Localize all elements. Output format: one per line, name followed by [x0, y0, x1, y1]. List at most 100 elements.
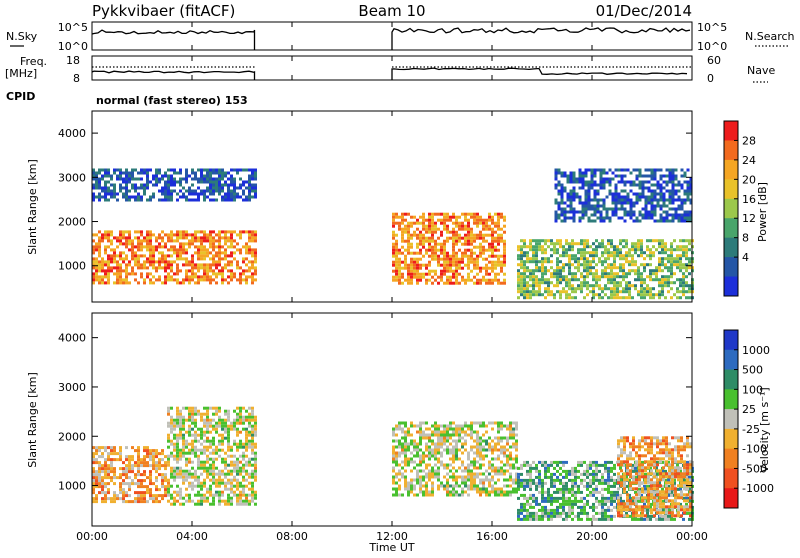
velocity-cell-2 [470, 434, 473, 437]
power-cell-4 [561, 220, 564, 223]
velocity-cell-2 [455, 446, 458, 449]
velocity-cell-1 [254, 461, 257, 464]
velocity-cell-0 [107, 455, 110, 458]
velocity-cell-2 [464, 425, 467, 428]
velocity-cell-2 [506, 425, 509, 428]
velocity-cell-2 [431, 476, 434, 479]
power-cell-1 [158, 190, 161, 193]
power-cell-3 [610, 242, 613, 245]
power-cell-0 [170, 230, 173, 233]
velocity-cell-3 [577, 491, 580, 494]
power-cell-0 [188, 233, 191, 236]
power-cell-4 [585, 193, 588, 196]
power-cell-2 [473, 261, 476, 264]
power-cell-0 [149, 242, 152, 245]
power-cell-3 [631, 257, 634, 260]
velocity-cell-3 [526, 518, 529, 521]
power-cell-3 [544, 239, 547, 242]
power-cell-3 [643, 263, 646, 266]
power-cell-2 [500, 216, 503, 219]
velocity-cell-2 [476, 467, 479, 470]
power-cell-0 [224, 263, 227, 266]
power-cell-2 [470, 255, 473, 258]
velocity-cell-3 [565, 488, 568, 491]
power-cell-0 [170, 266, 173, 269]
power-cell-0 [176, 269, 179, 272]
velocity-cell-0 [107, 473, 110, 476]
velocity-cell-1 [197, 428, 200, 431]
velocity-cell-3 [553, 497, 556, 500]
velocity-cell-1 [176, 443, 179, 446]
velocity-cell-3 [607, 476, 610, 479]
velocity-cell-0 [101, 488, 104, 491]
power-cell-3 [541, 272, 544, 275]
velocity-cell-2 [515, 449, 518, 452]
power-cell-0 [110, 257, 113, 260]
power-cell-1 [131, 184, 134, 187]
power-cell-3 [622, 287, 625, 290]
velocity-cell-0 [98, 455, 101, 458]
power-cell-1 [101, 169, 104, 172]
power-cell-0 [215, 245, 218, 248]
power-cell-2 [422, 222, 425, 225]
power-cell-1 [203, 169, 206, 172]
power-cell-3 [607, 251, 610, 254]
power-cell-3 [571, 254, 574, 257]
power-cell-0 [206, 272, 209, 275]
velocity-cell-2 [452, 449, 455, 452]
velocity-cell-3 [571, 506, 574, 509]
power-cell-0 [251, 251, 254, 254]
power-cell-2 [482, 252, 485, 255]
velocity-cell-3 [550, 515, 553, 518]
velocity-cell-2 [413, 425, 416, 428]
power-cell-2 [425, 240, 428, 243]
power-cell-4 [573, 208, 576, 211]
velocity-cell-1 [203, 407, 206, 410]
velocity-cell-1 [251, 473, 254, 476]
velocity-cell-0 [137, 470, 140, 473]
power-cell-2 [497, 243, 500, 246]
power-cell-4 [600, 211, 603, 214]
velocity-cell-2 [464, 422, 467, 425]
velocity-cell-2 [428, 458, 431, 461]
power-cell-3 [622, 296, 625, 299]
velocity-cell-0 [98, 491, 101, 494]
power-cell-3 [682, 239, 685, 242]
power-cell-2 [476, 261, 479, 264]
velocity-cell-0 [113, 473, 116, 476]
power-cell-2 [461, 243, 464, 246]
power-cell-0 [98, 275, 101, 278]
velocity-cell-1 [188, 500, 191, 503]
power-cell-1 [182, 196, 185, 199]
velocity-cell-2 [446, 446, 449, 449]
velocity-cell-2 [500, 446, 503, 449]
velocity-cell-0 [119, 446, 122, 449]
power-cell-4 [561, 211, 564, 214]
velocity-cell-2 [419, 464, 422, 467]
power-cell-1 [134, 187, 137, 190]
power-cell-3 [571, 272, 574, 275]
power-cell-0 [251, 248, 254, 251]
velocity-cell-2 [440, 443, 443, 446]
power-cell-2 [488, 228, 491, 231]
velocity-cell-1 [233, 428, 236, 431]
power-cell-3 [559, 269, 562, 272]
power-cell-1 [155, 175, 158, 178]
velocity-cell-2 [479, 458, 482, 461]
power-cell-1 [179, 172, 182, 175]
velocity-cell-3 [598, 500, 601, 503]
power-cell-2 [392, 234, 395, 237]
power-cell-0 [104, 272, 107, 275]
power-cell-4 [621, 199, 624, 202]
velocity-cell-1 [221, 461, 224, 464]
velocity-cell-0 [149, 452, 152, 455]
velocity-cell-3 [529, 476, 532, 479]
power-cell-3 [586, 281, 589, 284]
power-cell-1 [209, 181, 212, 184]
power-cell-0 [104, 248, 107, 251]
velocity-cell-2 [509, 467, 512, 470]
power-cell-1 [155, 181, 158, 184]
power-cell-4 [630, 217, 633, 220]
power-cell-4 [639, 172, 642, 175]
velocity-cell-2 [431, 425, 434, 428]
